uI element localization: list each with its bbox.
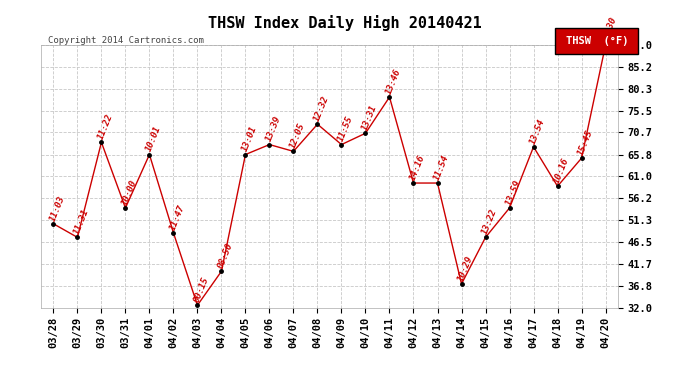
- Text: 10:00: 10:00: [120, 178, 139, 207]
- Text: 11:31: 11:31: [72, 208, 90, 236]
- Text: 13:01: 13:01: [240, 125, 258, 153]
- Text: 08:50: 08:50: [216, 242, 235, 270]
- Text: 10:16: 10:16: [552, 156, 571, 185]
- Text: 11:03: 11:03: [48, 194, 66, 222]
- Text: 13:31: 13:31: [360, 104, 378, 132]
- Text: 13:59: 13:59: [504, 178, 522, 207]
- Text: THSW  (°F): THSW (°F): [566, 36, 628, 46]
- Text: 11:22: 11:22: [96, 112, 115, 141]
- Text: Copyright 2014 Cartronics.com: Copyright 2014 Cartronics.com: [48, 36, 204, 45]
- Text: 10:01: 10:01: [144, 125, 162, 153]
- Text: 13:54: 13:54: [528, 117, 546, 146]
- Text: 11:55: 11:55: [336, 115, 355, 143]
- Text: 00:15: 00:15: [192, 276, 210, 304]
- Text: 13:46: 13:46: [384, 68, 402, 96]
- Text: 11:47: 11:47: [168, 203, 186, 231]
- Text: 14:16: 14:16: [408, 153, 426, 182]
- Text: 13:39: 13:39: [264, 115, 282, 143]
- Text: 15:45: 15:45: [576, 129, 595, 157]
- Text: 11:54: 11:54: [432, 153, 451, 182]
- Text: 10:29: 10:29: [456, 254, 475, 283]
- Text: 12:05: 12:05: [288, 122, 306, 150]
- Text: 13:22: 13:22: [480, 208, 498, 236]
- Text: 12:32: 12:32: [312, 94, 331, 123]
- Text: THSW Index Daily High 20140421: THSW Index Daily High 20140421: [208, 15, 482, 31]
- Text: 14:30: 14:30: [600, 15, 618, 44]
